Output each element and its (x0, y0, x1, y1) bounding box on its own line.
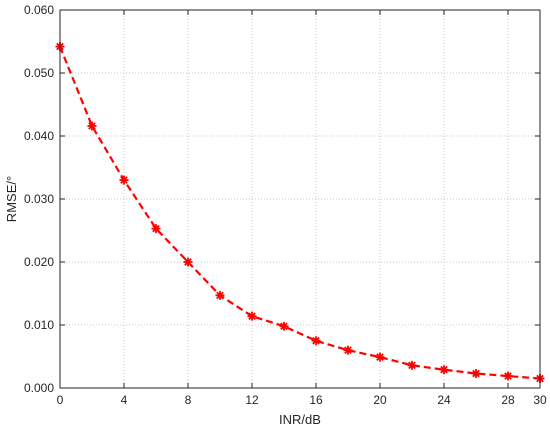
axis-ticks: 0 4 8 12 16 20 24 28 30 0.000 0.010 0.020 0.030 0.040… (24, 3, 547, 407)
y-tick-label: 0.060 (24, 3, 54, 17)
series-line (58, 46, 541, 380)
data-point-marker (407, 360, 417, 370)
y-tick-label: 0.040 (24, 129, 54, 143)
x-tick-label: 20 (373, 393, 387, 407)
marker-stroke (120, 176, 128, 184)
x-tick-label: 16 (309, 393, 323, 407)
x-axis-label: INR/dB (279, 412, 321, 427)
data-point-marker (279, 321, 289, 331)
marker-stroke (376, 353, 384, 361)
data-point-marker (471, 369, 481, 379)
grid (60, 10, 540, 388)
data-point-marker (439, 365, 449, 375)
x-tick-label: 28 (501, 393, 515, 407)
data-point-marker (311, 336, 321, 346)
y-tick-label: 0.000 (24, 381, 54, 395)
x-tick-label: 24 (437, 393, 451, 407)
marker-stroke (280, 322, 288, 331)
y-tick-label: 0.020 (24, 255, 54, 269)
x-tick-label: 0 (57, 393, 64, 407)
marker-stroke (344, 346, 352, 355)
data-point-marker (151, 224, 161, 234)
marker-stroke (88, 122, 96, 130)
data-point-marker (503, 371, 513, 381)
data-point-marker (119, 175, 129, 185)
data-point-marker (375, 352, 385, 362)
x-tick-label: 8 (185, 393, 192, 407)
y-tick-label: 0.030 (24, 192, 54, 206)
marker-stroke (248, 312, 256, 320)
marker-stroke (504, 372, 512, 380)
data-point-marker (247, 311, 257, 321)
marker-stroke (408, 361, 416, 370)
data-point-marker (183, 257, 193, 267)
marker-stroke (312, 336, 320, 345)
marker-stroke (152, 224, 160, 233)
x-tick-label: 30 (533, 393, 547, 407)
marker-stroke (440, 365, 448, 374)
x-tick-label: 4 (121, 393, 128, 407)
y-tick-label: 0.010 (24, 318, 54, 332)
data-point-marker (87, 121, 97, 131)
marker-stroke (184, 258, 192, 266)
data-point-marker (215, 290, 225, 300)
marker-stroke (472, 369, 480, 378)
y-tick-label: 0.050 (24, 66, 54, 80)
y-axis-label: RMSE/° (4, 176, 19, 222)
data-series (55, 42, 545, 384)
x-tick-label: 12 (245, 393, 259, 407)
data-point-marker (343, 345, 353, 355)
marker-stroke (216, 291, 224, 300)
